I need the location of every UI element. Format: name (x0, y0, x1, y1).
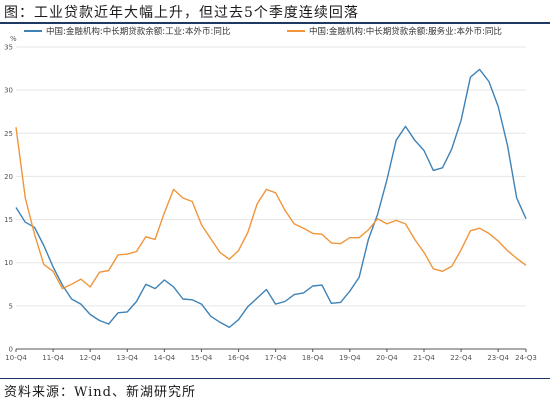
x-tick-label: 20-Q4 (376, 354, 398, 362)
y-axis-ticks: 0 5 10 15 20 25 30 35 (4, 44, 13, 354)
x-tick-label: 16-Q4 (228, 354, 250, 362)
legend-label-1: 中国:金融机构:中长期贷款余额:工业:本外币:同比 (46, 26, 230, 37)
x-tick-label: 24-Q3 (515, 354, 537, 362)
y-tick-label: 25 (4, 130, 13, 138)
y-tick-label: 5 (9, 302, 13, 310)
y-tick-label: 10 (4, 259, 13, 267)
source-note: 资料来源：Wind、新湖研究所 (4, 385, 196, 400)
series-lines (15, 68, 527, 329)
grid-lines (16, 46, 526, 307)
y-tick-label: 0 (9, 346, 13, 354)
page-title: 图：工业贷款近年大幅上升，但过去5个季度连续回落 (4, 5, 359, 21)
x-tick-label: 22-Q4 (450, 354, 472, 362)
x-tick-label: 12-Q4 (79, 354, 101, 362)
x-tick-label: 14-Q4 (154, 354, 176, 362)
y-tick-label: 20 (4, 173, 13, 181)
x-tick-label: 18-Q4 (302, 354, 324, 362)
y-axis-unit: % (10, 35, 17, 43)
y-tick-label: 35 (4, 44, 13, 52)
legend-label-2: 中国:金融机构:中长期贷款余额:服务业:本外币:同比 (309, 26, 502, 37)
y-tick-label: 30 (4, 87, 13, 95)
x-tick-label: 21-Q4 (413, 354, 435, 362)
x-axis: 10-Q4 11-Q4 12-Q4 13-Q4 14-Q4 15-Q4 16-Q4 17-Q4… (5, 348, 537, 362)
x-tick-label: 23-Q4 (487, 354, 509, 362)
x-tick-label: 10-Q4 (5, 354, 27, 362)
series-line-2 (15, 127, 527, 290)
legend: 中国:金融机构:中长期贷款余额:工业:本外币:同比 中国:金融机构:中长期贷款余额… (24, 26, 502, 37)
title-divider (0, 22, 550, 24)
x-tick-label: 15-Q4 (191, 354, 213, 362)
x-tick-label: 19-Q4 (339, 354, 361, 362)
x-tick-label: 13-Q4 (116, 354, 138, 362)
series-line-1 (15, 68, 527, 329)
source-divider (0, 378, 550, 379)
x-tick-label: 17-Q4 (265, 354, 287, 362)
x-tick-label: 11-Q4 (42, 354, 64, 362)
y-tick-label: 15 (4, 216, 13, 224)
line-chart: 0 5 10 15 20 25 30 35 10-Q4 11-Q4 12-Q4 13-Q4 14-Q4… (4, 26, 537, 362)
